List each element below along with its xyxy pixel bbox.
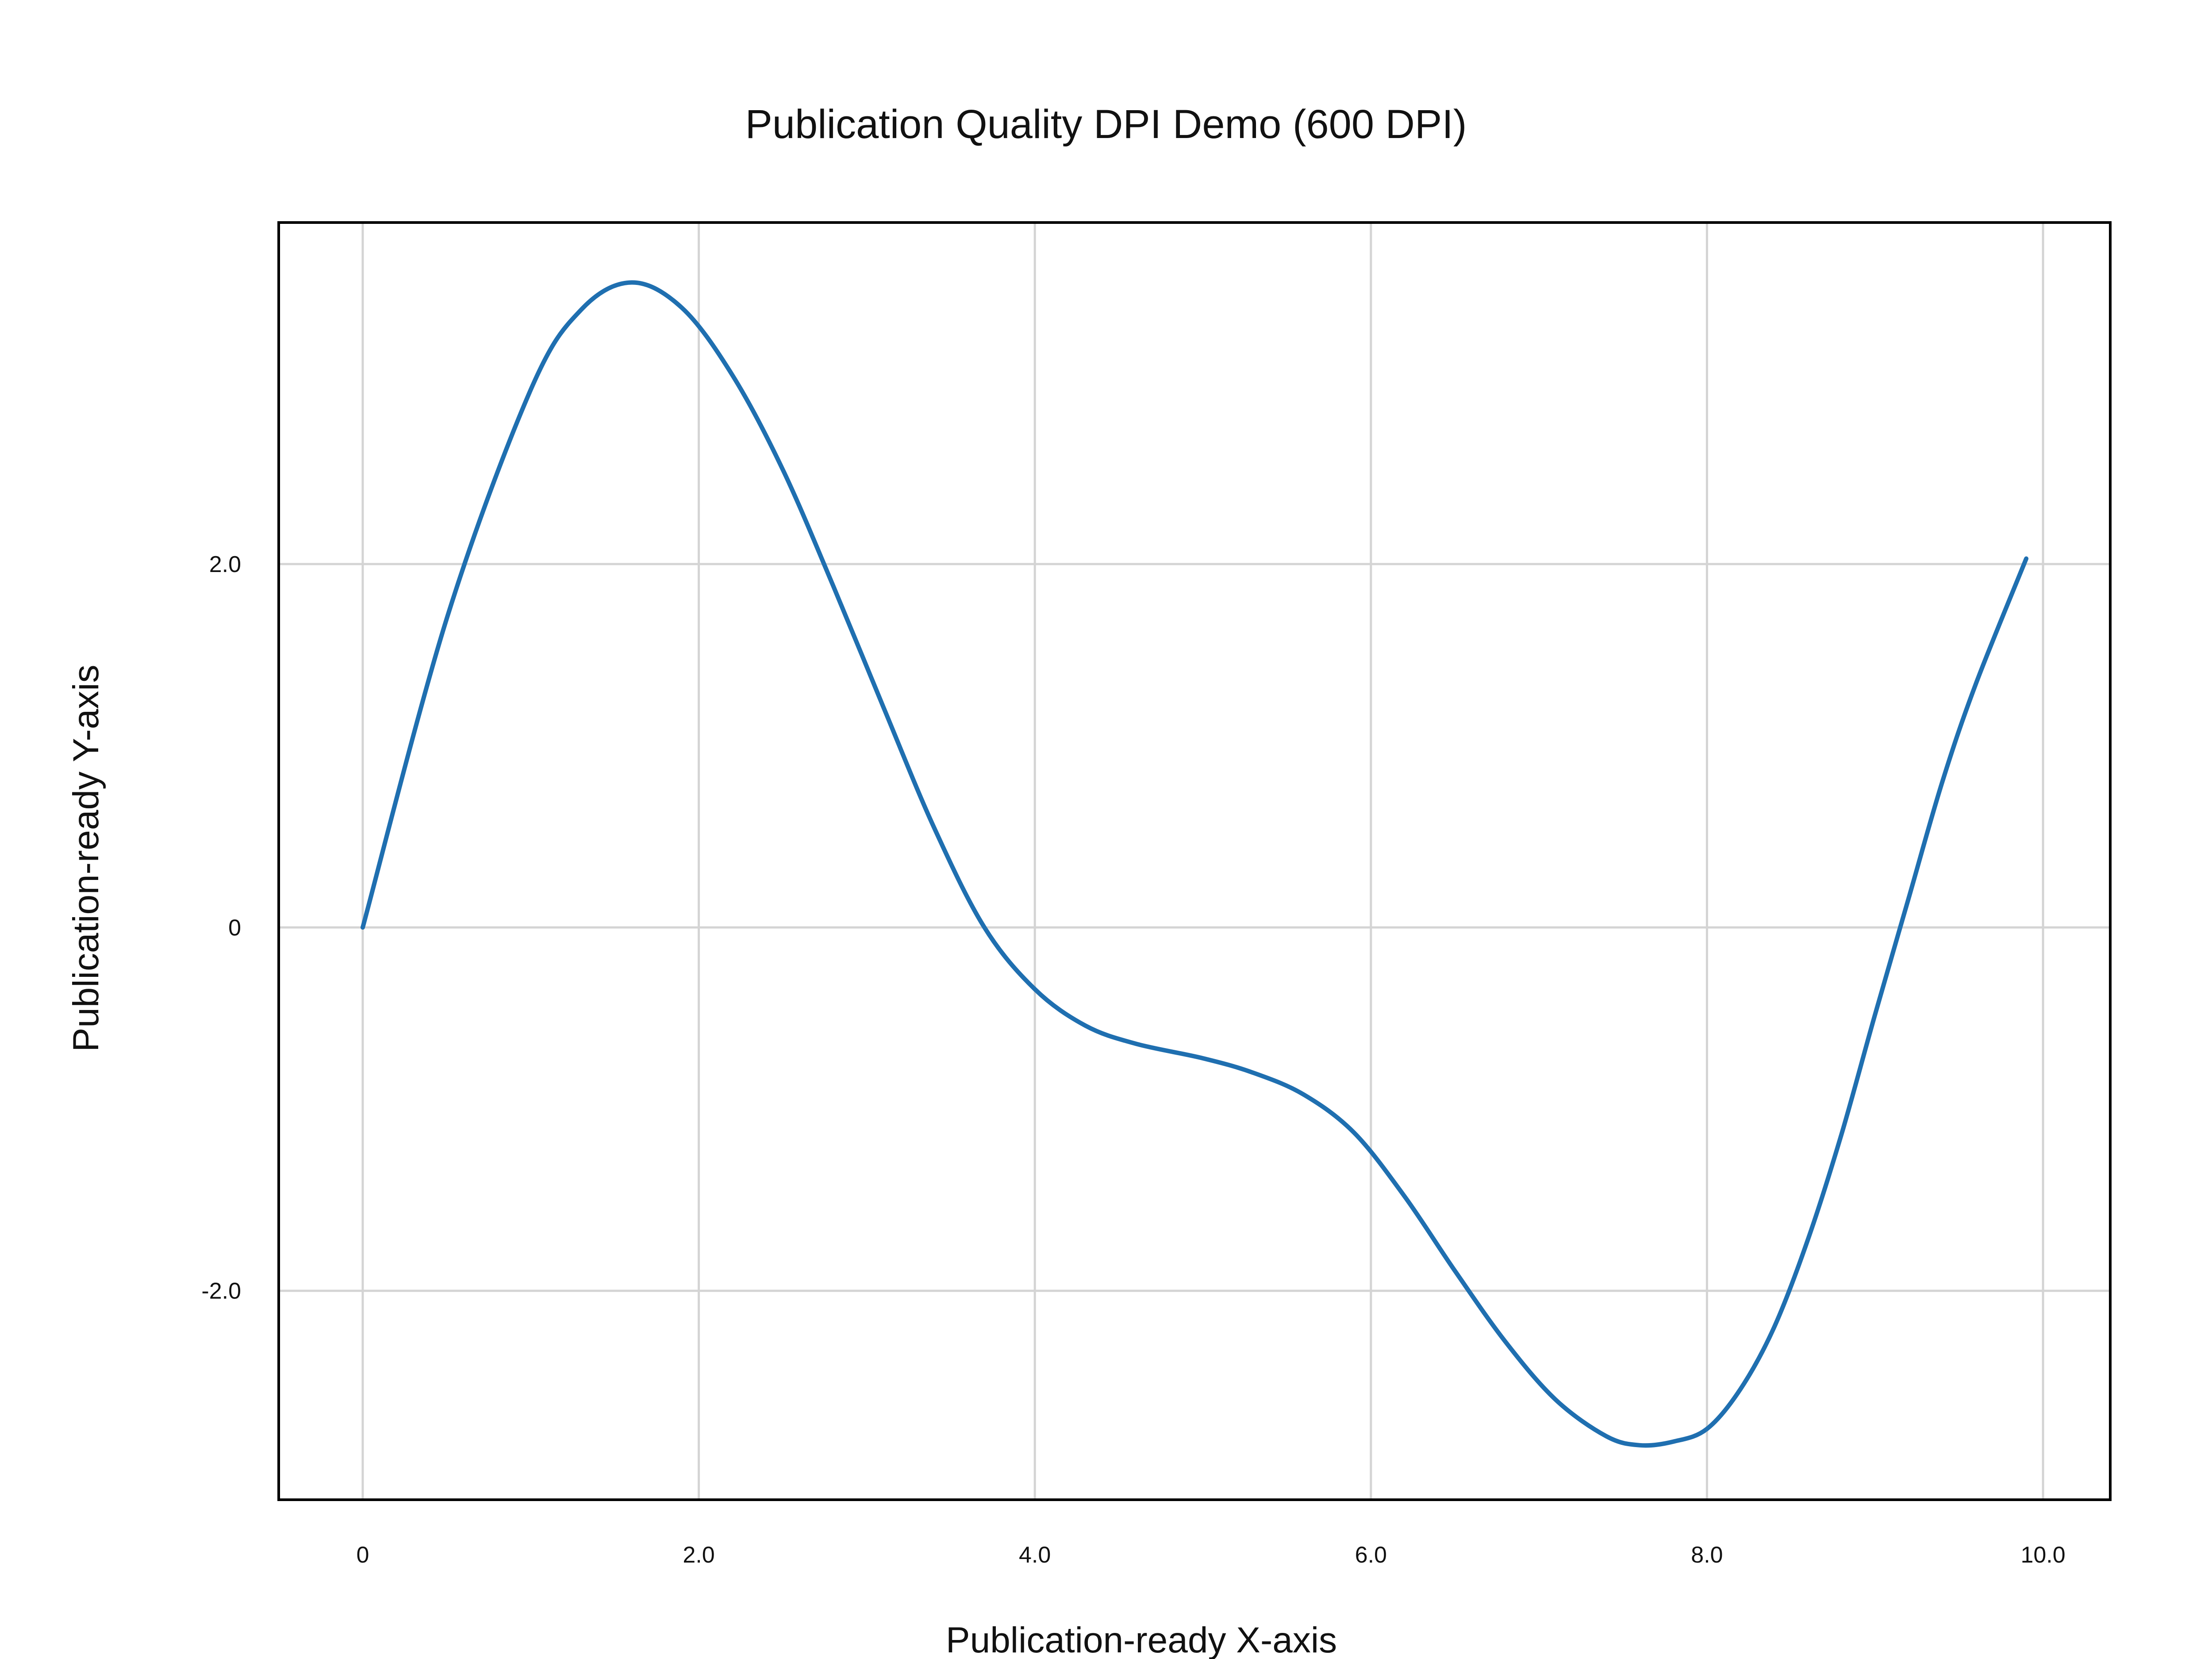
y-tick-label: -2.0 [201,1279,241,1304]
x-tick-label: 4.0 [1019,1542,1051,1568]
x-tick-label: 6.0 [1355,1542,1387,1568]
plot-frame [277,221,2112,1501]
x-tick-label: 8.0 [1691,1542,1723,1568]
series-layer [360,280,2029,1448]
x-tick-label: 2.0 [683,1542,714,1568]
x-axis-label: Publication-ready X-axis [946,1620,1337,1659]
x-tick-label: 10.0 [2020,1542,2065,1568]
x-tick-label: 0 [356,1542,369,1568]
chart-title: Publication Quality DPI Demo (600 DPI) [745,102,1467,147]
y-axis-label: Publication-ready Y-axis [66,664,106,1052]
grid [279,223,2110,1500]
series-line [360,280,2029,1448]
y-tick-label: 0 [228,915,241,941]
y-tick-label: 2.0 [209,552,241,577]
tick-labels: 0 2.0 4.0 6.0 8.0 10.0 -2.0 0 2.0 [201,552,2065,1568]
